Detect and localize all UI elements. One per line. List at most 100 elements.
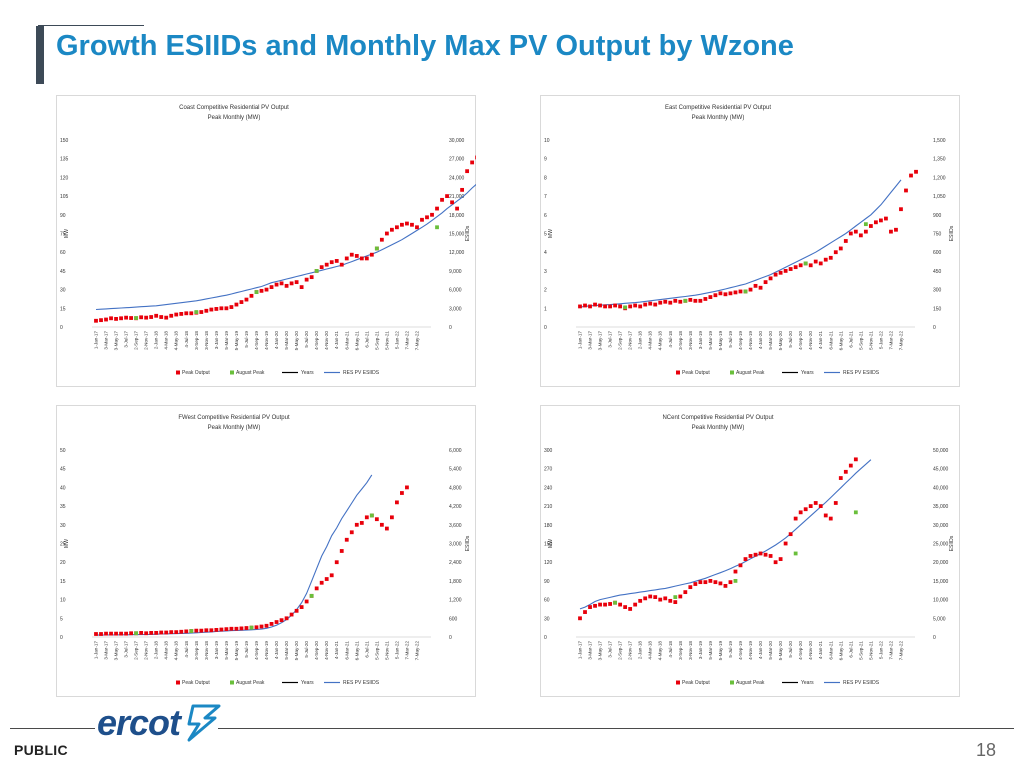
peak-point	[678, 299, 683, 304]
y-tick-label: 10	[60, 598, 66, 604]
y-tick-label: 1	[544, 306, 547, 312]
peak-point	[748, 554, 753, 558]
x-tick-label: 5-May-20	[294, 331, 299, 351]
peak-point	[359, 521, 364, 525]
peak-point	[144, 631, 149, 636]
ercot-logo: ercot	[97, 700, 221, 746]
peak-point	[753, 283, 758, 288]
x-tick-label: 4-Nov-20	[808, 641, 813, 660]
y-tick-label: 5	[60, 616, 63, 622]
peak-point	[853, 229, 858, 234]
peak-point	[593, 302, 597, 307]
peak-point	[139, 630, 144, 635]
peak-point	[329, 573, 334, 578]
august-point	[733, 579, 738, 583]
peak-point	[653, 302, 658, 307]
peak-point	[848, 463, 853, 468]
legend-label-years: Years	[801, 370, 814, 376]
x-tick-label: 7-Mar-22	[404, 641, 409, 660]
peak-point	[783, 541, 788, 546]
y2-tick-label: 0	[933, 635, 936, 641]
peak-point	[400, 222, 404, 227]
august-point	[189, 629, 194, 633]
x-tick-label: 4-Sep-19	[738, 331, 743, 350]
x-tick-label: 4-Jan-20	[274, 331, 279, 350]
y2-tick-label: 9,000	[449, 269, 462, 275]
peak-point	[663, 299, 668, 304]
x-tick-label: 4-Jul-18	[668, 641, 673, 658]
peak-point	[693, 582, 698, 586]
x-tick-label: 5-Nov-21	[868, 331, 873, 350]
peak-point	[99, 632, 103, 636]
y-tick-label: 7	[544, 194, 547, 200]
x-tick-label: 2-Sep-17	[134, 331, 139, 350]
peak-point	[169, 630, 174, 635]
peak-point	[853, 457, 858, 462]
peak-point	[803, 507, 808, 512]
x-tick-label: 5-Jul-20	[304, 641, 309, 658]
august-point	[803, 261, 808, 266]
august-point	[254, 290, 259, 294]
peak-point	[588, 304, 592, 309]
peak-point	[914, 169, 918, 174]
peak-point	[104, 631, 108, 636]
peak-point	[304, 599, 309, 604]
peak-point	[349, 530, 354, 535]
x-tick-label: 5-Mar-19	[708, 641, 713, 660]
y2-tick-label: 4,200	[449, 504, 462, 510]
x-tick-label: 4-Nov-19	[748, 331, 753, 350]
peak-point	[683, 590, 688, 595]
x-tick-label: 4-May-18	[174, 331, 179, 351]
y-tick-label: 4	[544, 250, 547, 256]
x-tick-label: 4-Sep-20	[798, 641, 803, 660]
peak-point	[199, 310, 204, 314]
footer-public-label: PUBLIC	[14, 742, 68, 758]
x-tick-label: 3-Mar-17	[104, 641, 109, 660]
y-tick-label: 6	[544, 213, 547, 219]
peak-point	[109, 316, 113, 321]
peak-point	[583, 610, 587, 614]
x-tick-label: 4-Nov-20	[808, 331, 813, 350]
x-tick-label: 1-Jan-17	[578, 331, 583, 350]
y-tick-label: 180	[544, 523, 553, 529]
y2-tick-label: 0	[449, 325, 452, 331]
peak-point	[743, 557, 748, 561]
peak-point	[773, 560, 778, 565]
peak-point	[435, 206, 439, 211]
peak-point	[628, 304, 633, 309]
august-point	[793, 551, 798, 556]
august-point	[743, 289, 748, 294]
august-point	[309, 593, 314, 598]
peak-point	[618, 304, 623, 309]
peak-point	[149, 315, 154, 319]
peak-point	[154, 313, 159, 318]
peak-point	[648, 594, 653, 599]
x-tick-label: 3-Nov-18	[204, 331, 209, 350]
y2-tick-label: 300	[933, 288, 942, 294]
peak-point	[833, 501, 838, 505]
peak-point	[623, 605, 628, 609]
august-point	[314, 269, 319, 273]
peak-point	[828, 516, 833, 521]
peak-point	[259, 624, 264, 629]
x-tick-label: 5-Jul-19	[244, 641, 249, 658]
legend-label-years: Years	[301, 370, 314, 376]
y2-tick-label: 10,000	[933, 598, 949, 604]
peak-point	[254, 625, 259, 630]
x-tick-label: 2-Nov-17	[628, 331, 633, 350]
x-tick-label: 5-Jul-19	[244, 331, 249, 348]
y2-tick-label: 4,800	[449, 485, 462, 491]
peak-point	[643, 302, 648, 307]
peak-point	[593, 603, 597, 608]
y-tick-label: 120	[60, 175, 69, 181]
y-tick-label: 30	[60, 288, 66, 294]
y2-tick-label: 3,000	[449, 542, 462, 548]
peak-point	[778, 270, 783, 275]
august-point	[134, 631, 139, 636]
chart-coast: Coast Competitive Residential PV Output P…	[56, 95, 476, 387]
peak-point	[204, 308, 209, 313]
x-tick-label: 5-Nov-21	[384, 641, 389, 660]
peak-point	[139, 315, 144, 320]
x-tick-label: 6-May-21	[838, 331, 843, 351]
peak-point	[204, 628, 209, 633]
